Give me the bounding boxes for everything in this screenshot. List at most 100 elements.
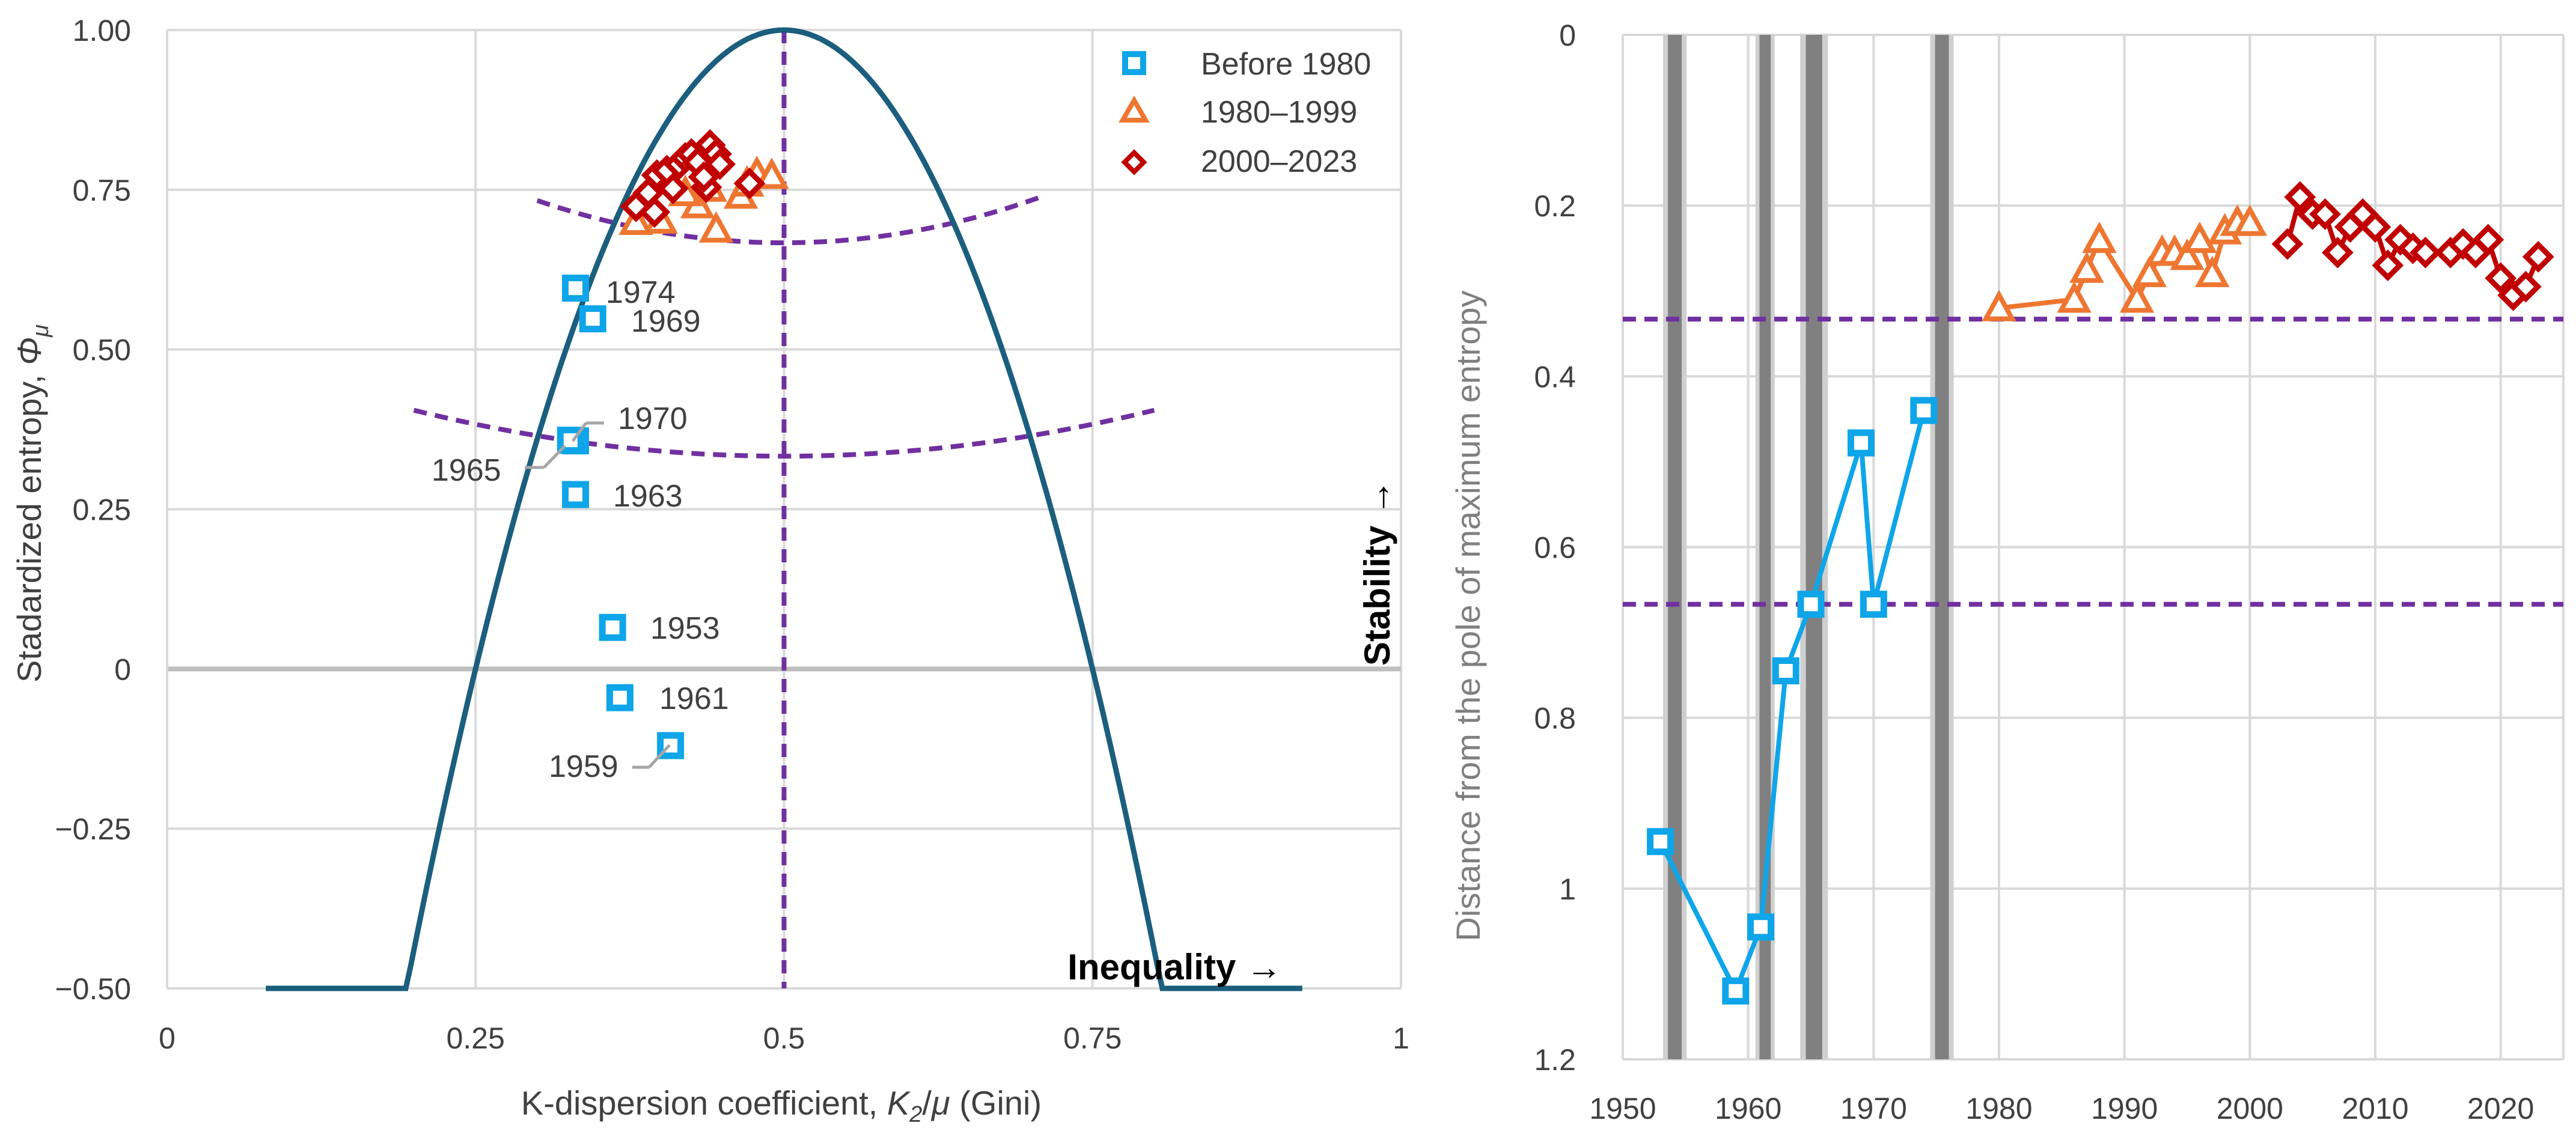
left-point-1-3: [698, 211, 734, 243]
right-point-2-3: [2309, 198, 2341, 230]
right-point-1-4: [2119, 281, 2155, 313]
right-y-tick-label: 0: [1559, 19, 1576, 52]
left-x-tick-label: 1: [1393, 1021, 1409, 1055]
right-x-tick-label: 1980: [1965, 1092, 2032, 1125]
left-x-tick-label: 0.25: [447, 1021, 505, 1055]
recession-band-0: [1668, 35, 1682, 1059]
right-point-2-7: [2359, 211, 2391, 243]
right-point-1-10: [2194, 255, 2230, 287]
right-x-tick-label: 1960: [1715, 1092, 1781, 1125]
right-point-0-7: [1910, 397, 1938, 424]
left-x-axis-label: K-dispersion coefficient, K2/μ (Gini): [521, 1084, 1042, 1127]
recession-band-2: [1805, 35, 1822, 1059]
label-1963: 1963: [613, 479, 683, 514]
right-data-points: [1647, 181, 2554, 1005]
left-y-tick-label: 0.25: [73, 493, 131, 527]
legend-label-2000-2023: 2000–2023: [1201, 144, 1357, 179]
right-series-lines: [1658, 195, 2541, 994]
right-series-line-0: [1658, 410, 1926, 994]
right-point-0-5: [1847, 429, 1875, 457]
right-x-tick-label: 2000: [2217, 1092, 2283, 1125]
label-1959: 1959: [549, 749, 618, 784]
stability-annotation: Stability →: [1357, 479, 1397, 666]
left-dashed-arc-2: [413, 407, 1155, 459]
right-recession-bands: [1663, 35, 1954, 1059]
recession-band-3: [1935, 35, 1949, 1059]
left-y-tick-label: 0.50: [73, 333, 131, 367]
right-x-tick-label: 1970: [1840, 1092, 1907, 1125]
legend-item-2000-2023: 2000–2023: [1121, 144, 1357, 179]
right-point-1-2: [2069, 251, 2104, 283]
label-1970: 1970: [618, 401, 688, 436]
right-point-1-0: [1982, 290, 2016, 321]
right-point-2-16: [2485, 262, 2517, 294]
right-point-2-19: [2522, 241, 2554, 273]
left-x-tick-label: 0.75: [1063, 1021, 1122, 1055]
recession-band-1: [1759, 35, 1771, 1059]
right-point-2-13: [2447, 228, 2479, 260]
legend-label-before-1980: Before 1980: [1201, 47, 1371, 82]
label-1969: 1969: [631, 304, 701, 339]
left-point-2-5: [657, 172, 689, 205]
right-point-2-0: [2271, 228, 2304, 260]
left-data-points: [557, 129, 789, 759]
right-point-2-8: [2372, 249, 2404, 281]
right-point-1-9: [2182, 221, 2217, 253]
right-point-1-3: [2082, 221, 2117, 253]
right-x-tick-label: 2020: [2467, 1092, 2534, 1125]
right-y-tick-label: 0.8: [1534, 702, 1576, 735]
legend-triangle-marker: [1119, 95, 1150, 123]
left-x-tick-label: 0.5: [763, 1021, 805, 1055]
left-x-tick-label: 0: [159, 1021, 175, 1055]
left-y-tick-label: −0.50: [55, 972, 131, 1006]
left-year-annotations: 1974 1969 1970 1965 1963 1953 1961 1959: [432, 275, 729, 784]
right-point-0-6: [1860, 591, 1887, 618]
left-point-2-2: [638, 196, 671, 228]
label-1953: 1953: [650, 611, 720, 646]
right-x-tick-label: 1950: [1589, 1092, 1656, 1125]
left-y-tick-label: −0.25: [55, 812, 131, 846]
left-y-tick-label: 0: [114, 653, 131, 686]
left-point-2-13: [704, 148, 736, 180]
left-y-tick-label: 0.75: [73, 174, 131, 207]
right-point-2-1: [2284, 181, 2316, 213]
right-tick-labels: 1950 1960 1970 1980 1990 2000 2010 2020 0 0.2 0.4 0…: [1534, 19, 2534, 1125]
left-point-0-1: [579, 305, 606, 333]
leader-1965: [543, 445, 566, 469]
parabola-line: [266, 27, 1302, 991]
leader-1970: [571, 422, 588, 442]
label-1974: 1974: [606, 275, 676, 310]
left-scatter-chart: 0 0.25 0.5 0.75 1 −0.50 −0.25 0 0.25 0.50 0.75 1.00…: [10, 14, 1409, 1127]
left-y-axis-label: Stadardized entropy, Φμ: [10, 324, 53, 683]
left-y-tick-label: 1.00: [73, 14, 131, 47]
right-x-tick-label: 2010: [2342, 1092, 2408, 1125]
left-point-2-14: [733, 167, 766, 199]
right-y-tick-label: 0.2: [1534, 189, 1576, 223]
legend: Before 1980 1980–1999 2000–2023: [1119, 47, 1371, 179]
legend-item-1980-1999: 1980–1999: [1119, 95, 1357, 130]
right-point-2-4: [2322, 236, 2354, 269]
legend-square-marker: [1122, 51, 1146, 75]
right-point-0-4: [1797, 591, 1825, 618]
legend-diamond-marker: [1121, 149, 1147, 175]
right-point-1-13: [2232, 204, 2268, 236]
legend-label-1980-1999: 1980–1999: [1201, 95, 1357, 130]
right-point-1-5: [2132, 255, 2167, 287]
right-point-0-0: [1647, 828, 1674, 856]
right-point-0-1: [1722, 977, 1750, 1005]
right-point-2-11: [2410, 236, 2441, 269]
left-point-2-15: [688, 161, 720, 193]
left-point-0-5: [599, 613, 626, 641]
label-1961: 1961: [659, 681, 729, 716]
right-y-axis-label: Distance from the pole of maximum entrop…: [1449, 290, 1487, 941]
left-point-0-4: [562, 481, 590, 508]
right-y-tick-label: 0.4: [1534, 360, 1576, 394]
right-line-chart: 1950 1960 1970 1980 1990 2000 2010 2020 0 0.2 0.4 0…: [1449, 19, 2565, 1125]
right-y-tick-label: 1.2: [1534, 1043, 1576, 1077]
label-1965: 1965: [432, 453, 501, 488]
right-y-tick-label: 1: [1559, 872, 1576, 906]
right-point-2-18: [2510, 270, 2542, 303]
right-point-0-3: [1772, 657, 1799, 685]
left-point-1-7: [754, 157, 789, 189]
